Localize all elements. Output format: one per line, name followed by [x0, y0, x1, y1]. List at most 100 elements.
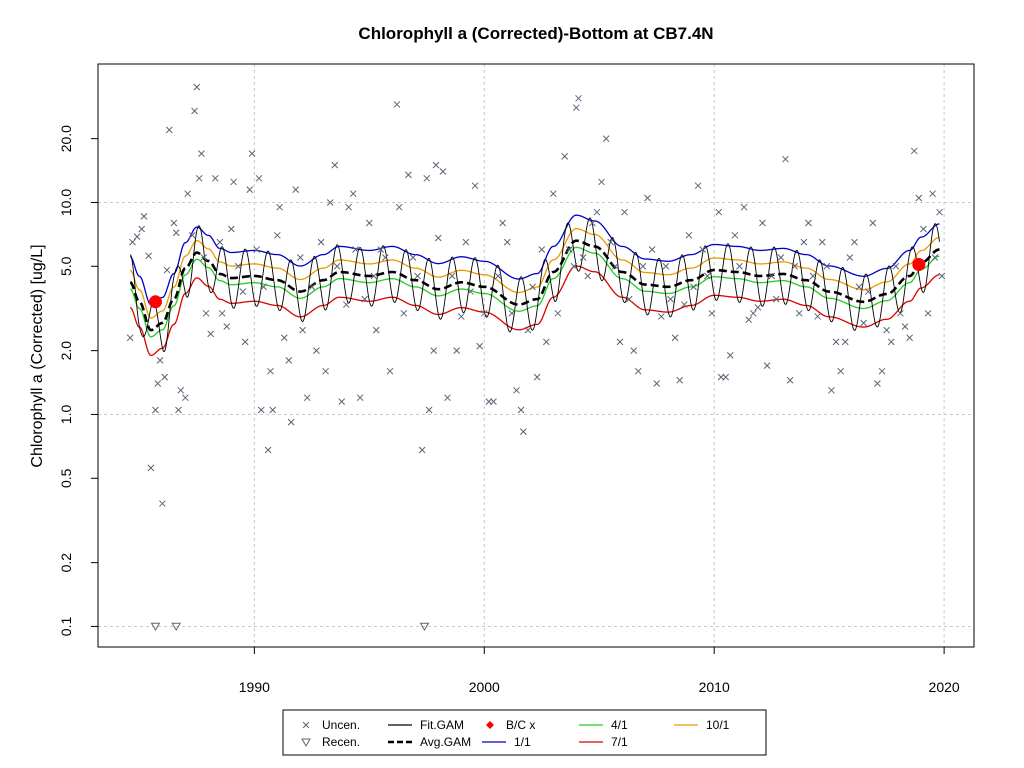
uncen-point — [745, 316, 753, 324]
uncen-point — [542, 338, 550, 346]
uncen-point — [517, 406, 525, 414]
uncen-point — [448, 272, 456, 280]
uncen-point — [494, 272, 502, 280]
recen-point — [419, 622, 430, 632]
uncen-point — [228, 225, 235, 233]
uncen-point — [377, 246, 385, 253]
uncen-point — [772, 295, 780, 303]
legend-label: B/C x — [506, 718, 535, 732]
uncen-point — [439, 168, 447, 175]
x-tick-label: 1990 — [239, 679, 270, 695]
uncen-point — [513, 386, 520, 394]
uncen-point — [140, 213, 148, 220]
uncen-point — [285, 356, 293, 364]
uncen-point — [405, 171, 412, 179]
uncen-point — [317, 238, 325, 246]
uncen-point — [800, 238, 808, 246]
uncen-point — [345, 203, 352, 211]
uncen-point — [211, 174, 219, 182]
uncen-point — [938, 272, 946, 280]
uncen-point — [276, 203, 283, 211]
uncen-point — [248, 150, 256, 157]
uncen-point — [864, 288, 872, 295]
uncen-point — [782, 155, 789, 163]
uncen-point — [616, 338, 624, 346]
uncen-point — [630, 347, 638, 355]
uncen-point — [699, 246, 707, 253]
uncen-point — [791, 262, 799, 270]
uncen-point — [639, 262, 647, 270]
uncen-point — [676, 376, 684, 384]
uncen-point — [342, 301, 350, 308]
uncen-point — [471, 182, 479, 190]
uncen-point — [147, 464, 155, 472]
uncen-point — [805, 219, 812, 227]
uncen-point — [777, 254, 785, 261]
legend-label: Avg.GAM — [420, 735, 471, 749]
uncen-point — [331, 161, 339, 169]
uncen-point — [715, 208, 723, 216]
legend-label: Recen. — [322, 735, 360, 749]
uncen-point — [352, 246, 359, 253]
uncen-point — [685, 231, 693, 239]
uncen-point — [795, 309, 803, 317]
uncen-point — [372, 326, 380, 334]
uncen-point — [161, 373, 169, 381]
uncen-point — [731, 231, 739, 239]
uncen-point — [657, 313, 665, 320]
uncen-point — [267, 367, 274, 375]
uncen-point — [584, 272, 592, 280]
uncen-point — [754, 304, 762, 311]
curve-4-1 — [130, 246, 940, 338]
legend: Uncen. Recen. Fit.GAM Avg.GAM B/C x 1/1 4/1 7/1… — [282, 709, 767, 756]
y-tick-label: 2.0 — [58, 341, 74, 361]
uncen-point — [818, 238, 826, 246]
uncen-point — [533, 373, 541, 381]
uncen-point — [749, 309, 757, 317]
uncen-point — [432, 161, 440, 169]
uncen-point — [202, 309, 210, 317]
curve-10-1 — [130, 228, 940, 319]
x-tick-label: 2000 — [469, 679, 500, 695]
uncen-point — [280, 334, 288, 342]
uncen-point — [570, 262, 578, 270]
y-tick-label: 0.1 — [58, 617, 74, 637]
fit-gam-line — [129, 217, 940, 353]
uncen-point — [395, 203, 403, 211]
uncen-point — [906, 334, 913, 342]
uncen-point — [434, 234, 442, 242]
uncen-point — [462, 238, 470, 246]
uncen-point — [349, 190, 357, 198]
uncen-point — [598, 178, 605, 186]
uncen-point — [929, 190, 936, 198]
uncen-point — [874, 380, 881, 387]
uncen-point — [887, 338, 895, 346]
uncen-point — [333, 262, 341, 270]
uncen-point — [200, 254, 208, 261]
uncen-point — [133, 233, 141, 240]
uncen-point — [579, 254, 587, 261]
uncen-point — [869, 219, 877, 227]
x-tick-label: 2010 — [699, 679, 730, 695]
legend-item-fit-gam: Fit.GAM — [388, 718, 464, 732]
uncen-point — [621, 208, 628, 216]
uncen-point — [356, 394, 364, 402]
uncen-point — [662, 262, 670, 270]
recen-point — [171, 622, 182, 632]
uncen-point — [736, 262, 743, 270]
uncen-point — [299, 326, 306, 334]
y-tick-label: 1.0 — [58, 405, 74, 425]
y-axis-label: Chlorophyll a (Corrected) [ug/L] — [29, 244, 46, 467]
uncen-point — [152, 406, 159, 414]
uncen-point — [910, 147, 918, 155]
uncen-point — [172, 229, 180, 237]
uncen-point — [126, 334, 134, 342]
axes: 1990 2000 2010 2020 0.1 0.2 0.5 1.0 2.0 5.0 10.0 20… — [58, 63, 975, 695]
y-tick-label: 0.5 — [58, 468, 74, 488]
uncen-point — [292, 186, 300, 193]
uncen-point — [188, 231, 196, 239]
uncen-point — [338, 398, 346, 405]
uncen-point — [480, 309, 488, 317]
uncen-point — [177, 386, 185, 394]
